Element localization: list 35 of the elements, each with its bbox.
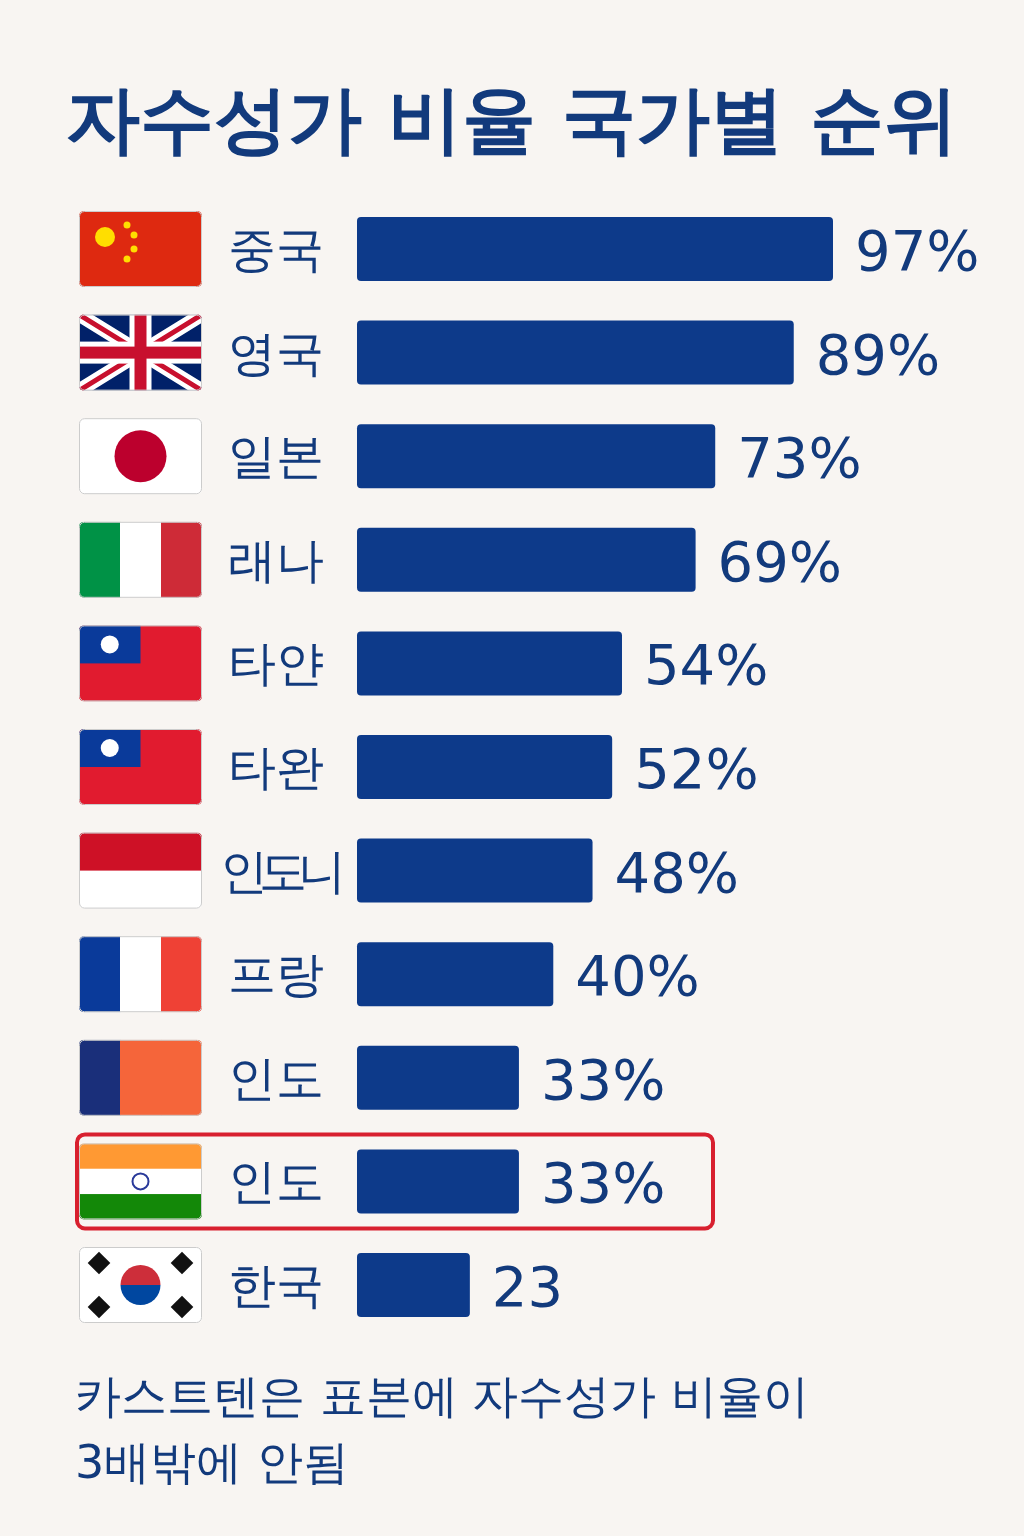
bar [357,1045,519,1110]
data-label: 40% [575,943,700,1009]
y-tick-label: 영국 [228,324,324,381]
bar [357,942,554,1007]
bar [357,1253,470,1317]
chart-title: 자수성가 비율 국가별 순위 [66,76,958,162]
data-label: 52% [634,736,759,801]
data-label: 33% [540,1046,666,1112]
y-tick-label: 인도 [228,1153,324,1210]
data-label: 33% [540,1150,666,1216]
y-tick-label: 한국 [228,1257,324,1313]
data-label: 54% [643,632,769,698]
bar [357,1149,519,1214]
bar [357,527,696,592]
data-label: 89% [815,321,941,387]
y-tick-label: 래나 [228,531,324,588]
bar [357,424,716,489]
data-label: 23 [491,1254,564,1319]
bar [357,838,593,903]
data-label: 48% [614,839,740,905]
y-tick-label: 프랑 [228,946,324,1003]
bar [357,631,622,696]
y-tick-label: 타얀 [228,635,324,692]
bar [357,735,613,799]
y-tick-label: 인도 [228,1049,324,1106]
y-tick-label: 일본 [228,428,324,485]
text: 카스트텐은 표본에 자수성가 비율이 3배밖에 안됨 [75,1369,809,1489]
y-tick-label: 타완 [228,739,324,795]
bar [357,320,794,385]
y-tick-label: 인도니 [220,842,346,899]
bar [357,217,833,281]
data-label: 97% [855,218,980,283]
data-label: 73% [737,425,862,491]
y-tick-label: 중국 [228,221,324,277]
data-label: 69% [717,528,843,594]
